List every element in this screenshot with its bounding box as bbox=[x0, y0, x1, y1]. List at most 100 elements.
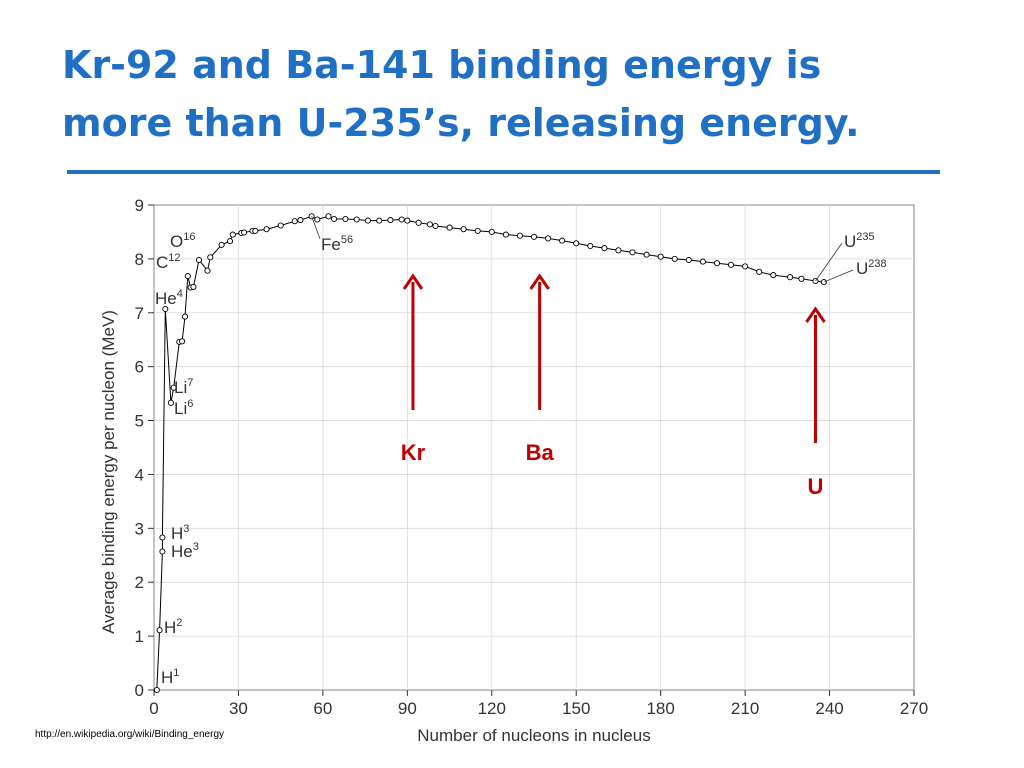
data-point bbox=[516, 232, 523, 239]
data-point bbox=[308, 213, 315, 220]
arrow-head bbox=[402, 273, 424, 290]
nuclide-symbol: Li bbox=[174, 378, 187, 397]
data-point bbox=[812, 277, 819, 285]
data-point bbox=[685, 256, 692, 264]
data-point bbox=[167, 399, 174, 406]
nuclide-symbol: He bbox=[155, 289, 177, 308]
x-tick-label: 210 bbox=[731, 699, 759, 718]
title-underline bbox=[67, 170, 940, 174]
y-tick-label: 0 bbox=[135, 681, 144, 700]
data-point bbox=[252, 227, 259, 234]
data-point bbox=[181, 313, 189, 320]
data-point bbox=[376, 217, 383, 224]
nuclide-label: He3 bbox=[171, 541, 199, 561]
y-tick-label: 7 bbox=[135, 304, 144, 323]
data-point bbox=[820, 279, 827, 286]
mass-number: 12 bbox=[168, 252, 180, 264]
arrow-label: Ba bbox=[526, 440, 555, 465]
arrow-head bbox=[805, 306, 826, 323]
data-point bbox=[426, 221, 433, 228]
nuclide-label: Li6 bbox=[174, 398, 193, 418]
title-line-2: more than U-235’s, releasing energy. bbox=[62, 101, 860, 145]
nuclide-symbol: H bbox=[161, 668, 173, 687]
x-tick-label: 90 bbox=[398, 699, 417, 718]
nuclide-symbol: H bbox=[164, 618, 176, 637]
data-point bbox=[742, 263, 749, 270]
data-point bbox=[657, 253, 664, 260]
x-axis-label: Number of nucleons in nucleus bbox=[417, 726, 650, 745]
x-tick-label: 0 bbox=[149, 699, 158, 718]
data-point bbox=[770, 272, 777, 279]
nuclide-symbol: O bbox=[170, 232, 183, 251]
data-point bbox=[404, 217, 411, 224]
data-point bbox=[277, 222, 284, 229]
data-point bbox=[297, 217, 304, 224]
source-link[interactable]: http://en.wikipedia.org/wiki/Binding_ene… bbox=[35, 729, 224, 740]
x-tick-label: 120 bbox=[478, 699, 506, 718]
nuclide-symbol: U bbox=[844, 232, 856, 251]
data-point bbox=[398, 216, 405, 223]
mass-number: 7 bbox=[187, 377, 193, 389]
data-point bbox=[502, 231, 509, 238]
mass-number: 3 bbox=[183, 523, 189, 535]
y-tick-label: 9 bbox=[135, 196, 144, 215]
label-leader-line bbox=[823, 269, 854, 283]
data-point bbox=[671, 255, 678, 262]
x-tick-label: 30 bbox=[229, 699, 248, 718]
data-point bbox=[229, 231, 236, 238]
data-point bbox=[179, 338, 186, 345]
data-point bbox=[331, 215, 338, 223]
data-point bbox=[787, 274, 794, 281]
nuclide-label: H2 bbox=[164, 617, 182, 637]
y-axis-label: Average binding energy per nucleon (MeV) bbox=[99, 310, 118, 634]
nuclide-symbol: H bbox=[171, 524, 183, 543]
y-tick-label: 5 bbox=[135, 412, 144, 431]
y-tick-label: 8 bbox=[135, 250, 144, 269]
mass-number: 238 bbox=[868, 258, 886, 270]
nuclide-label: O16 bbox=[170, 231, 195, 251]
nuclide-label: H1 bbox=[161, 667, 179, 687]
nuclide-label: Fe56 bbox=[321, 234, 353, 254]
data-point bbox=[573, 240, 580, 247]
data-point bbox=[629, 249, 636, 256]
nuclide-symbol: Li bbox=[174, 399, 187, 418]
data-point bbox=[474, 227, 481, 234]
x-tick-label: 180 bbox=[646, 699, 674, 718]
data-point bbox=[156, 627, 163, 634]
data-point bbox=[727, 261, 735, 268]
data-point bbox=[195, 256, 203, 264]
data-point bbox=[353, 216, 360, 223]
data-point bbox=[226, 238, 234, 245]
nuclide-label: He4 bbox=[155, 288, 183, 308]
y-tick-label: 1 bbox=[135, 627, 144, 646]
mass-number: 56 bbox=[341, 234, 353, 246]
data-point bbox=[460, 226, 467, 233]
x-tick-label: 240 bbox=[815, 699, 843, 718]
data-point bbox=[545, 235, 552, 242]
mass-number: 3 bbox=[193, 541, 199, 553]
title-line-1: Kr-92 and Ba-141 binding energy is bbox=[62, 43, 822, 87]
arrow-label: U bbox=[808, 474, 824, 499]
data-point bbox=[342, 215, 349, 223]
data-point bbox=[415, 219, 422, 226]
data-point bbox=[713, 260, 721, 267]
data-point bbox=[159, 534, 166, 541]
y-tick-label: 4 bbox=[135, 465, 144, 484]
nuclide-label: U238 bbox=[856, 258, 887, 278]
data-point bbox=[488, 228, 495, 235]
slide-title: Kr-92 and Ba-141 binding energy is more … bbox=[62, 36, 982, 152]
binding-energy-curve bbox=[153, 213, 827, 694]
nuclide-label: C12 bbox=[156, 252, 181, 272]
data-point bbox=[170, 384, 177, 391]
data-point bbox=[530, 233, 538, 240]
mass-number: 1 bbox=[173, 667, 179, 679]
data-point bbox=[314, 216, 321, 223]
data-point bbox=[162, 305, 169, 313]
x-tick-label: 60 bbox=[313, 699, 332, 718]
data-point bbox=[587, 242, 594, 250]
nuclide-label: H3 bbox=[171, 523, 189, 543]
data-point bbox=[756, 268, 763, 275]
